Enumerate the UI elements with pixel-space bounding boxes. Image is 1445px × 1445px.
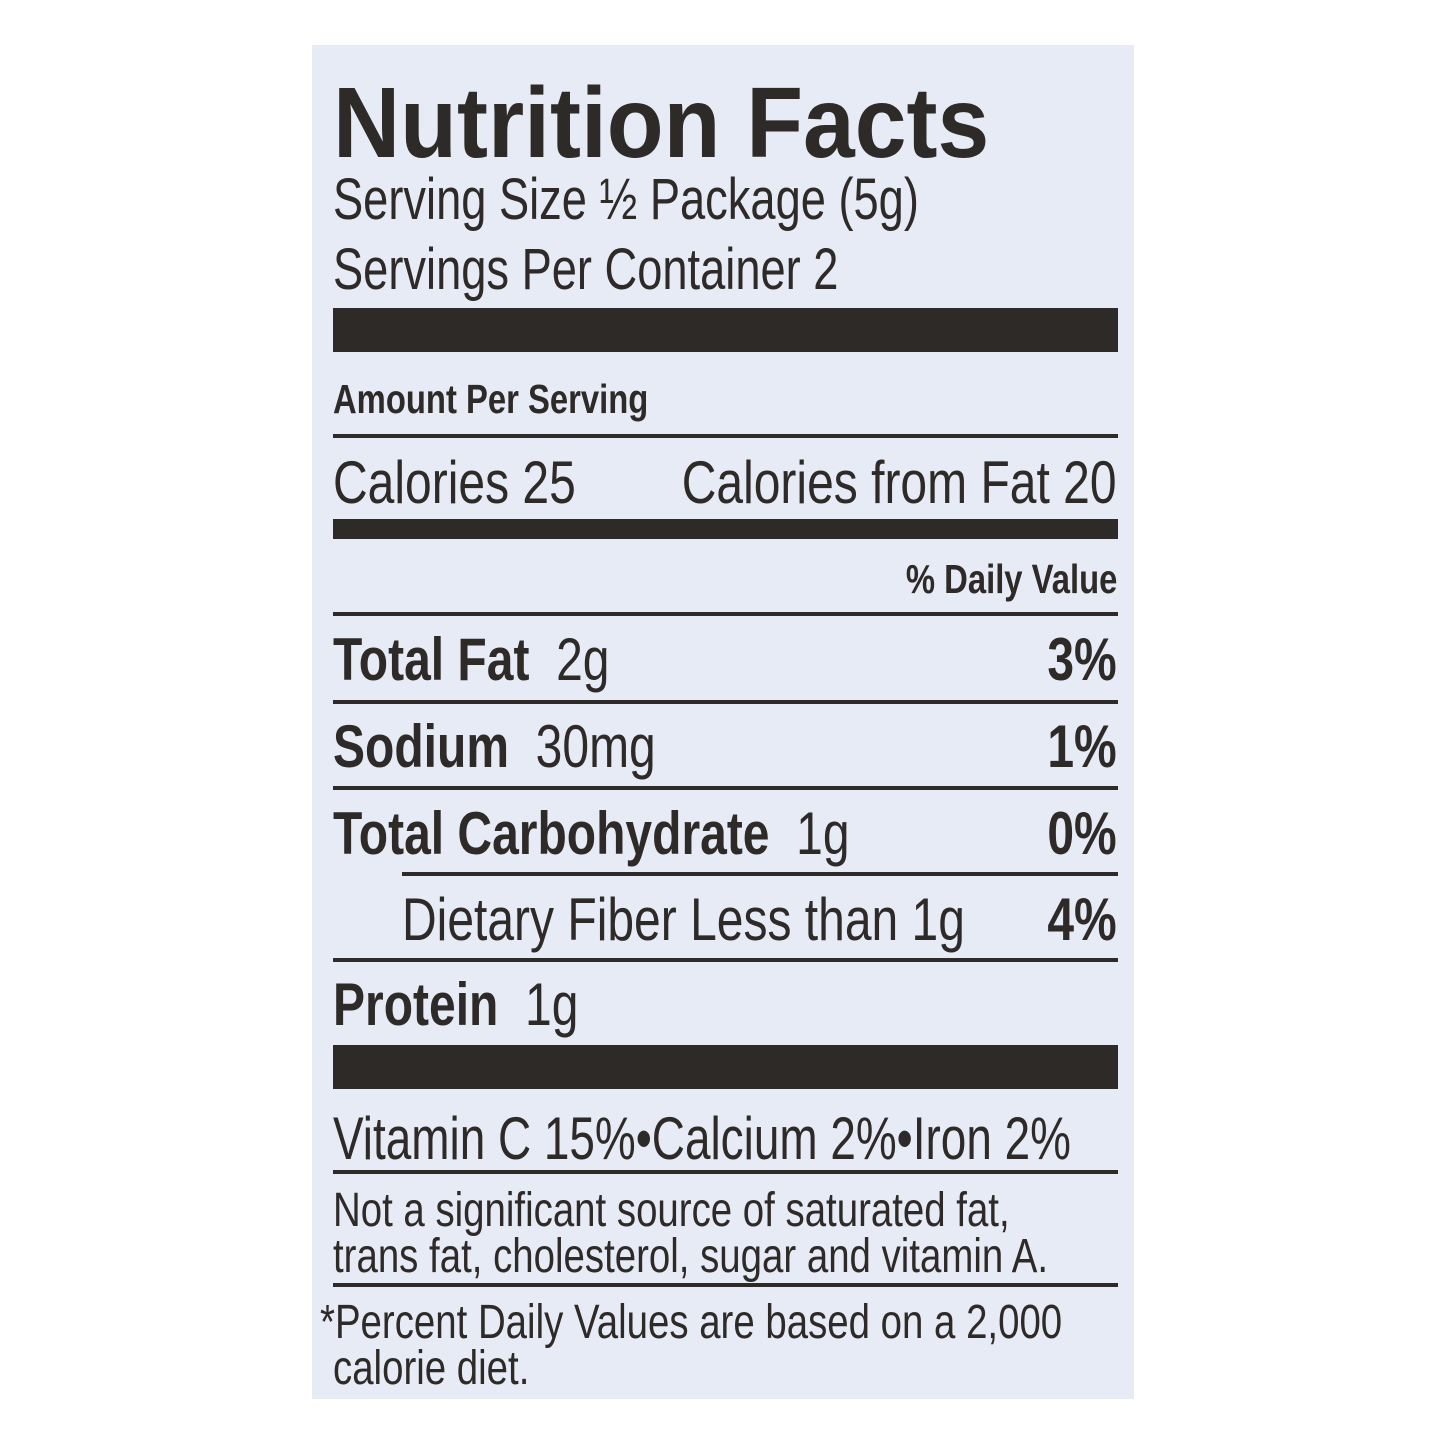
label-title: Nutrition Facts [333, 67, 990, 179]
calories: Calories 25 [333, 449, 576, 516]
divider [333, 1170, 1118, 1174]
divider [333, 786, 1118, 790]
divider [333, 612, 1118, 616]
not-significant-line-2: trans fat, cholesterol, sugar and vitami… [333, 1230, 1049, 1283]
nutrient-name: Protein [333, 971, 499, 1038]
nutrient-name: Total Fat [333, 626, 530, 693]
servings-per-container: Servings Per Container 2 [333, 237, 839, 302]
nutrient-total-fat: Total Fat 2g [333, 630, 610, 690]
divider [333, 434, 1118, 438]
nutrient-name: Total Carbohydrate [333, 800, 770, 867]
nutrient-amount: 1g [796, 800, 850, 867]
divider [333, 958, 1118, 962]
not-significant-line-1: Not a significant source of saturated fa… [333, 1184, 1010, 1237]
divider [402, 872, 1118, 876]
amount-per-serving: Amount Per Serving [333, 376, 649, 422]
nutrient-dv: 3% [1047, 626, 1117, 693]
thick-divider [333, 308, 1118, 352]
nutrient-dv: 4% [1047, 886, 1117, 953]
nutrition-facts-label: Nutrition Facts Serving Size ½ Package (… [312, 45, 1134, 1399]
daily-value-header: % Daily Value [905, 556, 1117, 602]
nutrient-protein: Protein 1g [333, 975, 578, 1035]
nutrient-dv: 0% [1047, 800, 1117, 867]
divider [333, 1283, 1118, 1287]
nutrient-dietary-fiber: Dietary Fiber Less than 1g [402, 886, 965, 953]
nutrient-amount: 1g [525, 971, 579, 1038]
footnote-line-2: calorie diet. [333, 1342, 530, 1395]
nutrient-amount: 30mg [535, 713, 656, 780]
divider [333, 700, 1118, 704]
nutrient-total-carbohydrate: Total Carbohydrate 1g [333, 804, 850, 864]
nutrient-sodium: Sodium 30mg [333, 717, 656, 777]
nutrient-dv: 1% [1047, 713, 1117, 780]
thick-divider [333, 1045, 1118, 1089]
calories-from-fat: Calories from Fat 20 [682, 449, 1117, 516]
footnote-line-1: *Percent Daily Values are based on a 2,0… [320, 1296, 1063, 1349]
vitamins-minerals: Vitamin C 15%•Calcium 2%•Iron 2% [333, 1105, 1071, 1172]
nutrient-name: Sodium [333, 713, 509, 780]
medium-divider [333, 519, 1118, 539]
serving-size: Serving Size ½ Package (5g) [333, 167, 919, 232]
nutrient-amount: 2g [556, 626, 610, 693]
